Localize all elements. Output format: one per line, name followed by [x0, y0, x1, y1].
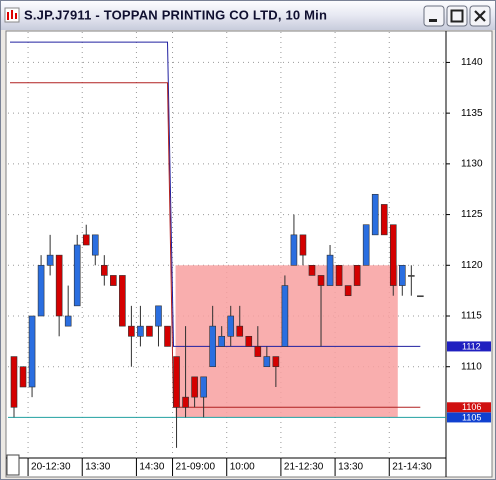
- candle-body: [191, 376, 198, 398]
- price-label-box: [447, 412, 491, 423]
- candle-body: [209, 325, 216, 368]
- candle-body: [371, 193, 379, 236]
- candle-body: [91, 234, 99, 256]
- candle-body: [398, 264, 406, 286]
- candle-body: [19, 366, 27, 388]
- scroll-box[interactable]: [6, 454, 20, 476]
- candle-body: [200, 376, 207, 398]
- y-tick-label: 1120: [461, 260, 483, 271]
- candle-body: [146, 325, 153, 337]
- candle-body: [164, 325, 171, 347]
- candle-body: [137, 325, 144, 337]
- candle-body: [299, 234, 307, 256]
- x-tick-label: 13:30: [85, 462, 110, 473]
- price-label: 1112: [462, 341, 481, 351]
- x-tick-label: 20-12:30: [31, 462, 71, 473]
- candle-body: [64, 315, 72, 327]
- candle-body: [155, 305, 162, 327]
- x-tick-label: 14:30: [139, 462, 164, 473]
- candle-body: [182, 396, 189, 408]
- candle-body: [55, 254, 63, 317]
- price-label-box: [447, 402, 491, 413]
- candle-body: [245, 335, 253, 347]
- x-tick-label: 21-14:30: [392, 462, 432, 473]
- candle-body: [128, 325, 135, 337]
- candle-body: [110, 275, 117, 286]
- candle-body: [417, 295, 424, 298]
- y-tick-label: 1115: [461, 311, 482, 322]
- candle-body: [353, 264, 361, 286]
- candle-body: [46, 254, 54, 266]
- candle-body: [317, 275, 325, 286]
- minimize-button[interactable]: [423, 5, 445, 27]
- x-tick-label: 21-09:00: [176, 462, 216, 473]
- candle-body: [10, 356, 18, 408]
- candle-body: [326, 254, 334, 286]
- price-label: 1106: [462, 402, 481, 412]
- candle-body: [290, 234, 298, 266]
- y-tick-label: 1110: [461, 361, 482, 372]
- candle-body: [380, 204, 388, 236]
- price-label: 1105: [462, 412, 481, 422]
- level-path: [10, 41, 421, 347]
- candle-body: [28, 315, 36, 388]
- candle-body: [218, 335, 225, 347]
- candle-body: [227, 315, 235, 337]
- candle-body: [272, 356, 280, 368]
- x-tick-label: 10:00: [230, 462, 255, 473]
- x-tick-label: 13:30: [338, 462, 363, 473]
- y-tick-label: 1140: [461, 57, 483, 68]
- candle-body: [389, 224, 397, 286]
- candle-body: [308, 264, 316, 276]
- candle-body: [37, 264, 45, 317]
- title-bar: [1, 1, 495, 30]
- candle-body: [119, 275, 126, 327]
- candle-body: [344, 285, 352, 297]
- y-tick-label: 1135: [461, 108, 483, 119]
- candle-body: [236, 325, 244, 337]
- candle-body: [263, 356, 271, 368]
- candle-body: [408, 275, 415, 277]
- y-tick-label: 1125: [461, 209, 483, 220]
- candle-body: [335, 264, 343, 286]
- candle-body: [82, 234, 90, 246]
- x-tick-label: 21-12:30: [284, 462, 324, 473]
- maximize-button[interactable]: [446, 5, 468, 27]
- app-icon: [4, 7, 20, 23]
- candle-body: [73, 244, 81, 307]
- level-path: [10, 82, 421, 408]
- candle-body: [101, 264, 108, 276]
- y-tick-label: 1130: [461, 158, 483, 169]
- price-label-box: [447, 341, 491, 352]
- candle-body: [254, 346, 262, 357]
- close-button[interactable]: [469, 5, 491, 27]
- candle-body: [281, 285, 289, 347]
- candle-body: [362, 224, 370, 266]
- candle-body: [173, 356, 180, 408]
- window-title: S.JP.J7911 - TOPPAN PRINTING CO LTD, 10 …: [24, 7, 327, 22]
